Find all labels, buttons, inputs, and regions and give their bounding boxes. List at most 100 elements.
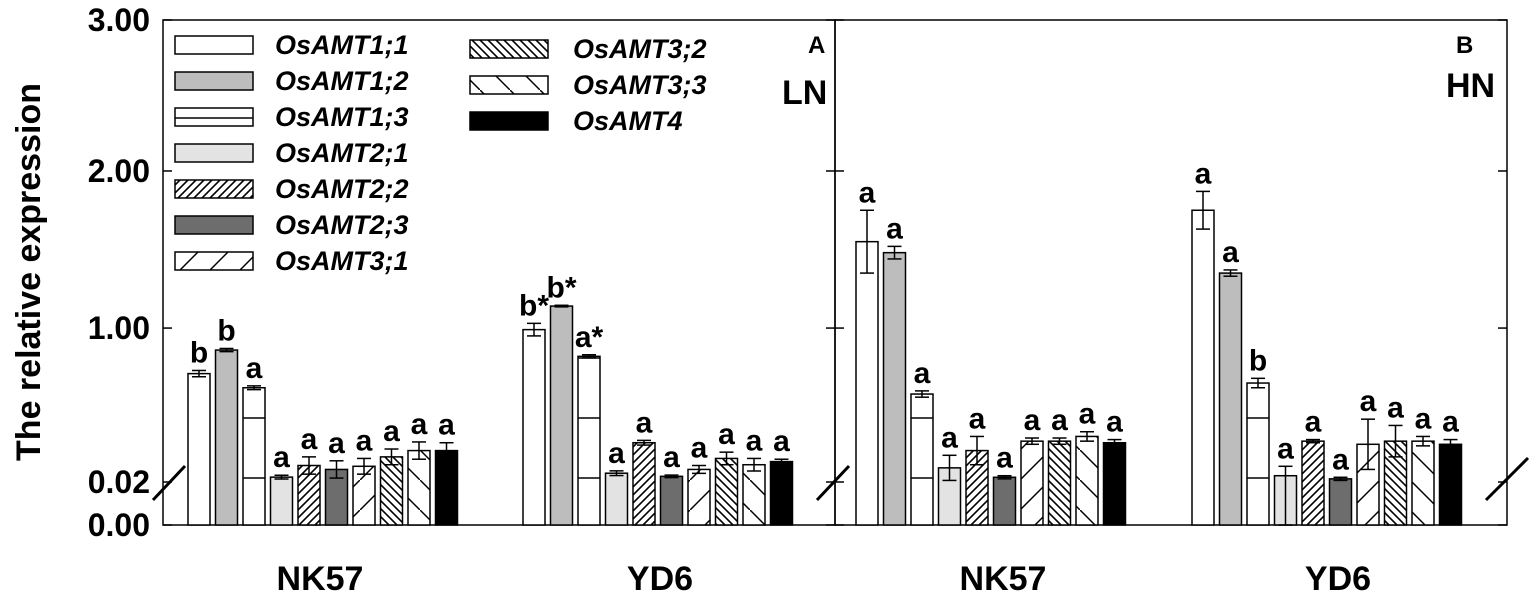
- legend-swatch: [174, 179, 254, 199]
- significance-label: b: [1249, 344, 1267, 377]
- x-category-panel-a-yd6: YD6: [627, 560, 693, 598]
- bar-osamt4: [769, 460, 794, 526]
- legend-swatch: [174, 35, 254, 55]
- legend-label: OsAMT1;1: [275, 30, 409, 60]
- legend-label: OsAMT4: [573, 106, 683, 136]
- significance-label: a: [636, 406, 653, 439]
- bar-osamt12: [549, 305, 574, 526]
- y-tick-label: 1.00: [88, 310, 150, 346]
- significance-label: a: [273, 441, 290, 474]
- significance-label: a: [914, 357, 931, 390]
- significance-label: a: [886, 212, 903, 245]
- significance-label: b: [190, 336, 208, 369]
- legend-label: OsAMT2;2: [275, 174, 409, 204]
- bar-osamt13: [1246, 382, 1270, 526]
- bar-osamt31: [687, 468, 711, 526]
- y-tick-label: 0.02: [88, 464, 150, 500]
- legend-label: OsAMT3;3: [573, 70, 707, 100]
- axis-break-mark: [1484, 456, 1530, 502]
- bar-osamt12: [214, 349, 239, 526]
- bar-osamt21: [604, 472, 629, 526]
- bar-osamt32: [379, 456, 404, 526]
- bar-osamt11: [855, 240, 879, 526]
- significance-label: a: [1079, 398, 1096, 431]
- axis-break-mark: [151, 464, 187, 502]
- bar-osamt32: [714, 457, 739, 526]
- bar-osamt23: [659, 475, 684, 526]
- bar-osamt32: [1047, 440, 1072, 526]
- legend-label: OsAMT2;3: [275, 210, 409, 240]
- bar-osamt33: [742, 463, 766, 526]
- significance-label: a: [1305, 406, 1322, 439]
- legend-swatch: [174, 143, 254, 163]
- axis-break-mark: [815, 464, 851, 502]
- panel-b-condition: HN: [1446, 67, 1495, 105]
- significance-label: b*: [547, 271, 577, 304]
- y-tick-label: 2.00: [88, 153, 150, 189]
- bar-osamt13: [577, 355, 601, 526]
- significance-label: a: [328, 427, 345, 460]
- bar-osamt4: [434, 449, 459, 526]
- significance-label: a: [691, 432, 708, 465]
- legend-label: OsAMT3;2: [573, 34, 707, 64]
- significance-label: a: [1222, 236, 1239, 269]
- bar-osamt31: [1020, 440, 1044, 526]
- significance-label: a: [663, 441, 680, 474]
- significance-label: a: [996, 442, 1013, 475]
- significance-label: a: [1360, 385, 1377, 418]
- legend-swatch: [469, 111, 549, 131]
- bar-osamt33: [1075, 435, 1099, 526]
- y-tick-label: 0.00: [88, 507, 150, 543]
- bar-osamt12: [1218, 272, 1243, 526]
- bar-osamt22: [1301, 440, 1325, 526]
- panel-b-letter: B: [1456, 32, 1473, 59]
- significance-label: b: [217, 314, 235, 347]
- significance-label: a: [246, 352, 263, 385]
- bar-osamt33: [1411, 440, 1435, 526]
- y-axis-label: The relative expression: [10, 83, 48, 461]
- significance-label: a: [941, 421, 958, 454]
- legend-label: OsAMT1;2: [275, 66, 409, 96]
- bar-osamt11: [187, 372, 211, 526]
- significance-label: a: [608, 437, 625, 470]
- significance-label: a: [1332, 443, 1349, 476]
- bar-osamt13: [242, 387, 266, 526]
- bar-osamt23: [992, 476, 1017, 526]
- bar-osamt22: [632, 441, 656, 526]
- y-axis: 3.00 2.00 1.00 0.02 0.00: [88, 2, 1507, 543]
- significance-label: a*: [575, 321, 604, 354]
- bar-osamt4: [1102, 441, 1127, 526]
- significance-label: a: [1051, 404, 1068, 437]
- significance-label: a: [356, 424, 373, 457]
- panel-b-frame: [834, 19, 1508, 526]
- panel-a-letter: A: [808, 32, 825, 59]
- bar-osamt31: [352, 465, 376, 526]
- significance-label: a: [438, 409, 455, 442]
- legend-label: OsAMT1;3: [275, 102, 409, 132]
- significance-label: a: [1106, 406, 1123, 439]
- legend-swatch: [469, 75, 549, 95]
- significance-label: a: [411, 408, 428, 441]
- bar-osamt12: [882, 251, 907, 526]
- panel-a-condition: LN: [782, 74, 827, 112]
- significance-label: a: [746, 424, 763, 457]
- bar-osamt11: [1191, 209, 1215, 526]
- significance-label: a: [969, 402, 986, 435]
- significance-label: a: [1277, 432, 1294, 465]
- bar-osamt33: [407, 449, 431, 526]
- legend-swatch: [174, 71, 254, 91]
- bar-osamt4: [1438, 443, 1463, 526]
- bar-osamt21: [269, 476, 294, 526]
- legend-swatch: [174, 251, 254, 271]
- significance-label: a: [1024, 404, 1041, 437]
- significance-label: a: [1387, 391, 1404, 424]
- x-category-panel-a-nk57: NK57: [277, 560, 364, 598]
- significance-label: a: [773, 425, 790, 458]
- legend-label: OsAMT3;1: [275, 246, 409, 276]
- significance-label: b*: [519, 289, 549, 322]
- legend: OsAMT1;1 OsAMT1;2 OsAMT1;3 OsAMT2;1 OsAMT2;2…: [174, 30, 707, 276]
- bar-osamt23: [1328, 478, 1353, 526]
- significance-label: a: [1442, 406, 1459, 439]
